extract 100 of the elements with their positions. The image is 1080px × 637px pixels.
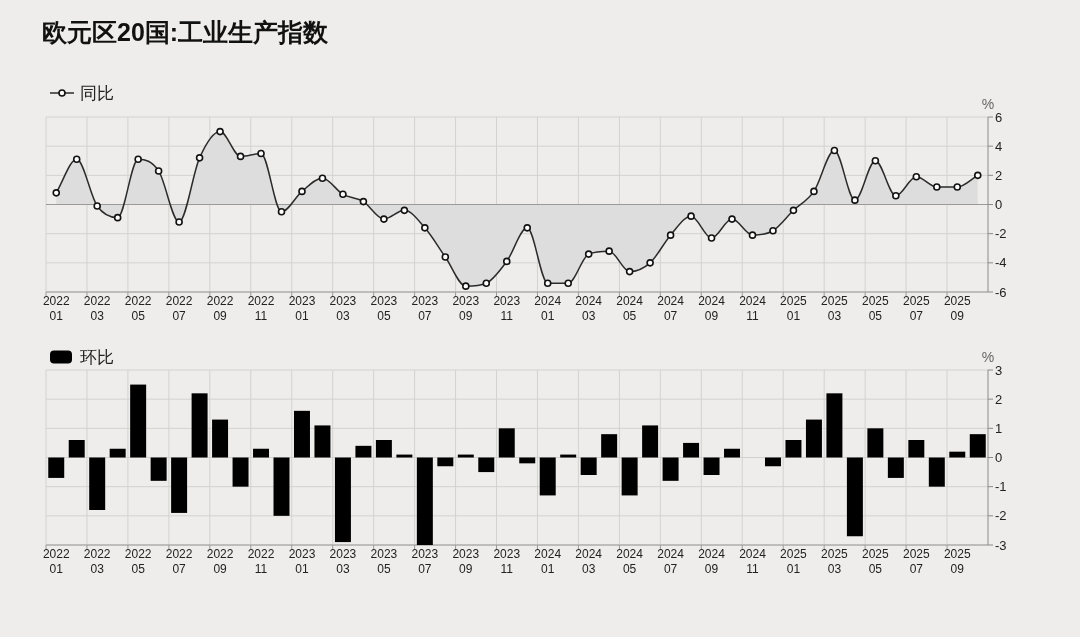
bar [928,457,945,487]
y-tick-label: -1 [995,479,1007,495]
bar [273,457,290,516]
point [380,215,388,223]
y-tick-label: 6 [995,109,1003,125]
bar [68,440,85,458]
x-tick-label: 2023 09 [452,294,480,323]
x-tick-label: 2023 03 [329,547,357,576]
point [871,156,880,165]
point [113,213,122,222]
point [277,207,286,216]
x-tick-label: 2022 09 [206,547,234,576]
bar [621,457,638,496]
point [318,174,327,183]
point [687,212,695,220]
bar [171,457,188,513]
x-tick-label: 2023 11 [493,294,521,323]
bar [867,428,884,458]
bar [724,448,741,458]
x-tick-label: 2025 07 [902,294,930,323]
point [605,247,613,255]
point [421,224,429,232]
point [646,259,654,267]
bar [580,457,597,475]
bar [457,454,474,458]
point [912,172,921,181]
x-tick-label: 2023 07 [411,294,439,323]
y-tick-label: 0 [995,450,1003,465]
x-tick-label: 2022 05 [124,294,152,323]
legend-label: 环比 [80,347,114,367]
x-tick-label: 2022 07 [165,294,193,323]
bar [130,384,147,458]
x-tick-label: 2023 05 [370,547,398,576]
point [52,189,61,197]
bar [846,457,863,537]
bar [908,440,925,458]
x-tick-label: 2024 11 [739,294,767,323]
x-tick-label: 2025 01 [780,547,808,576]
point [462,282,470,290]
x-tick-label: 2024 01 [534,547,562,576]
y-tick-label: 0 [995,197,1003,212]
point [154,167,163,175]
x-tick-label: 2024 03 [575,547,603,576]
point [502,257,511,266]
point [257,149,265,158]
bar [89,457,106,510]
bar [478,457,495,473]
point [625,267,634,276]
x-tick-label: 2022 01 [42,294,70,323]
point [339,190,347,199]
bar [416,457,433,545]
y-tick-label: 1 [995,420,1003,436]
x-tick-label: 2024 05 [616,294,644,323]
bar [109,448,126,458]
bar [375,440,392,458]
x-tick-label: 2022 09 [206,294,234,323]
bar [560,454,577,458]
y-tick-label: 2 [995,391,1003,407]
y-axis-title: % [981,96,995,112]
legend-label: 同比 [80,83,114,103]
x-tick-label: 2023 01 [288,547,316,576]
point [973,171,982,180]
point [810,187,818,196]
x-tick-label: 2022 03 [83,547,111,576]
bar [642,425,659,458]
bar [232,457,249,487]
point [216,127,224,136]
x-tick-label: 2022 11 [247,547,275,576]
bar [334,457,351,543]
bar [601,434,618,458]
point [789,206,798,215]
bar [683,442,700,458]
x-tick-label: 2023 03 [329,294,357,323]
point [482,279,491,288]
x-tick-label: 2022 11 [247,294,275,323]
bar [498,428,515,458]
y-tick-label: -3 [995,537,1007,553]
x-tick-label: 2024 09 [698,294,726,323]
x-tick-label: 2025 07 [902,547,930,576]
x-tick-label: 2024 01 [534,294,562,323]
point [298,187,306,196]
y-tick-label: 4 [995,138,1003,154]
point [728,215,736,223]
bar [949,451,966,458]
legend: 环比 [50,347,114,367]
x-tick-label: 2023 11 [493,547,521,576]
x-tick-label: 2024 11 [739,547,767,576]
x-tick-label: 2024 03 [575,294,603,323]
bar [764,457,781,467]
bar [969,434,986,458]
x-tick-label: 2025 05 [862,547,890,576]
point [236,152,245,161]
point [953,183,962,191]
bar [805,419,822,458]
bar [703,457,720,475]
x-tick-label: 2022 07 [165,547,193,576]
point [523,224,532,232]
y-tick-label: -2 [995,508,1007,524]
x-tick-label: 2024 05 [616,547,644,576]
x-tick-label: 2025 03 [821,547,849,576]
